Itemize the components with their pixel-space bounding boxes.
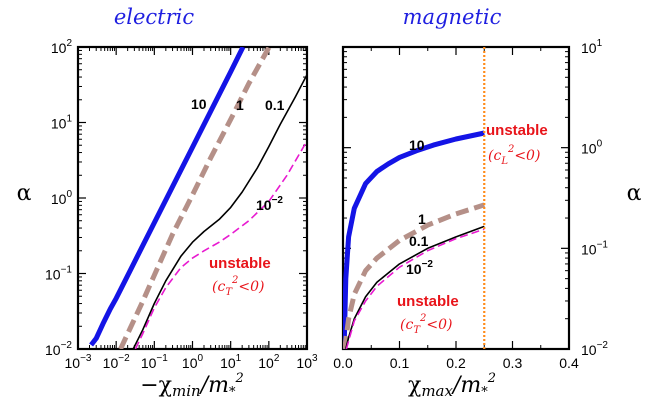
unstable-label-electric: unstable <box>209 255 271 272</box>
electric-series-10-2 <box>134 140 307 349</box>
label-01-magnetic: 0.1 <box>409 233 429 249</box>
x-tick-label-electric: 10−1 <box>141 353 168 371</box>
y-tick-label-electric: 10−2 <box>45 340 72 358</box>
magnetic-series-1 <box>343 202 486 349</box>
y-tick-label-electric: 100 <box>51 189 73 207</box>
magnetic-series-10-2 <box>345 228 485 349</box>
x-tick-label-electric: 100 <box>182 353 204 371</box>
label-10-electric: 10 <box>191 96 207 112</box>
electric-ticks: 10−3 10−2 10−1 100 101 102 10310−210−110010110… <box>45 38 318 371</box>
label-1-magnetic: 1 <box>418 211 426 227</box>
x-tick-label-magnetic: 0.0 <box>333 355 353 371</box>
label-10-magnetic: 10 <box>409 137 425 153</box>
label-01-electric: 0.1 <box>265 97 285 113</box>
x-tick-label-electric: 10−2 <box>103 353 130 371</box>
chart-title-magnetic: magnetic <box>403 5 502 29</box>
x-tick-label-magnetic: 0.3 <box>503 355 523 371</box>
magnetic-series <box>343 47 486 349</box>
unstable-condition-electric: (cT2<0) <box>212 275 264 298</box>
electric-series <box>89 47 307 349</box>
x-tick-label-electric: 10−3 <box>65 353 92 371</box>
chart-title-electric: electric <box>114 5 195 29</box>
y-tick-label-magnetic: 100 <box>581 139 603 157</box>
magnetic-series-10 <box>343 130 485 349</box>
unstable-condition-ct: (cT2<0) <box>400 313 452 336</box>
x-tick-label-electric: 102 <box>258 353 280 371</box>
y-axis-label-right: α <box>627 181 642 206</box>
electric-series-0-1 <box>132 74 307 349</box>
y-axis-label-left: α <box>17 181 32 206</box>
unstable-label-ct: unstable <box>397 293 459 310</box>
y-tick-label-electric: 102 <box>51 38 73 56</box>
label-1e-2-electric: 10−2 <box>256 195 283 213</box>
magnetic-series-0-1 <box>345 225 485 349</box>
electric-series-10 <box>89 47 246 347</box>
unstable-condition-cl: (cL2<0) <box>488 144 540 167</box>
label-1-electric: 1 <box>236 97 244 113</box>
electric-panel: 10−3 10−2 10−1 100 101 102 10310−210−110010110… <box>45 38 318 371</box>
x-tick-label-magnetic: 0.1 <box>390 355 410 371</box>
y-tick-label-electric: 10−1 <box>45 265 72 283</box>
x-axis-label-electric: −χmin/m*2 <box>140 371 244 400</box>
x-tick-label-magnetic: 0.4 <box>559 355 579 371</box>
label-1e-2-magnetic: 10−2 <box>406 259 433 277</box>
x-tick-label-electric: 101 <box>220 353 242 371</box>
y-tick-label-magnetic: 101 <box>581 38 603 56</box>
y-tick-label-magnetic: 10−2 <box>581 340 608 358</box>
y-tick-label-magnetic: 10−1 <box>581 239 608 257</box>
x-tick-label-magnetic: 0.2 <box>446 355 466 371</box>
x-tick-label-electric: 103 <box>296 353 318 371</box>
x-axis-label-magnetic: χmax/m*2 <box>408 371 496 400</box>
electric-series-1 <box>118 47 272 349</box>
y-tick-label-electric: 101 <box>51 114 73 132</box>
unstable-label-cl: unstable <box>486 122 548 139</box>
